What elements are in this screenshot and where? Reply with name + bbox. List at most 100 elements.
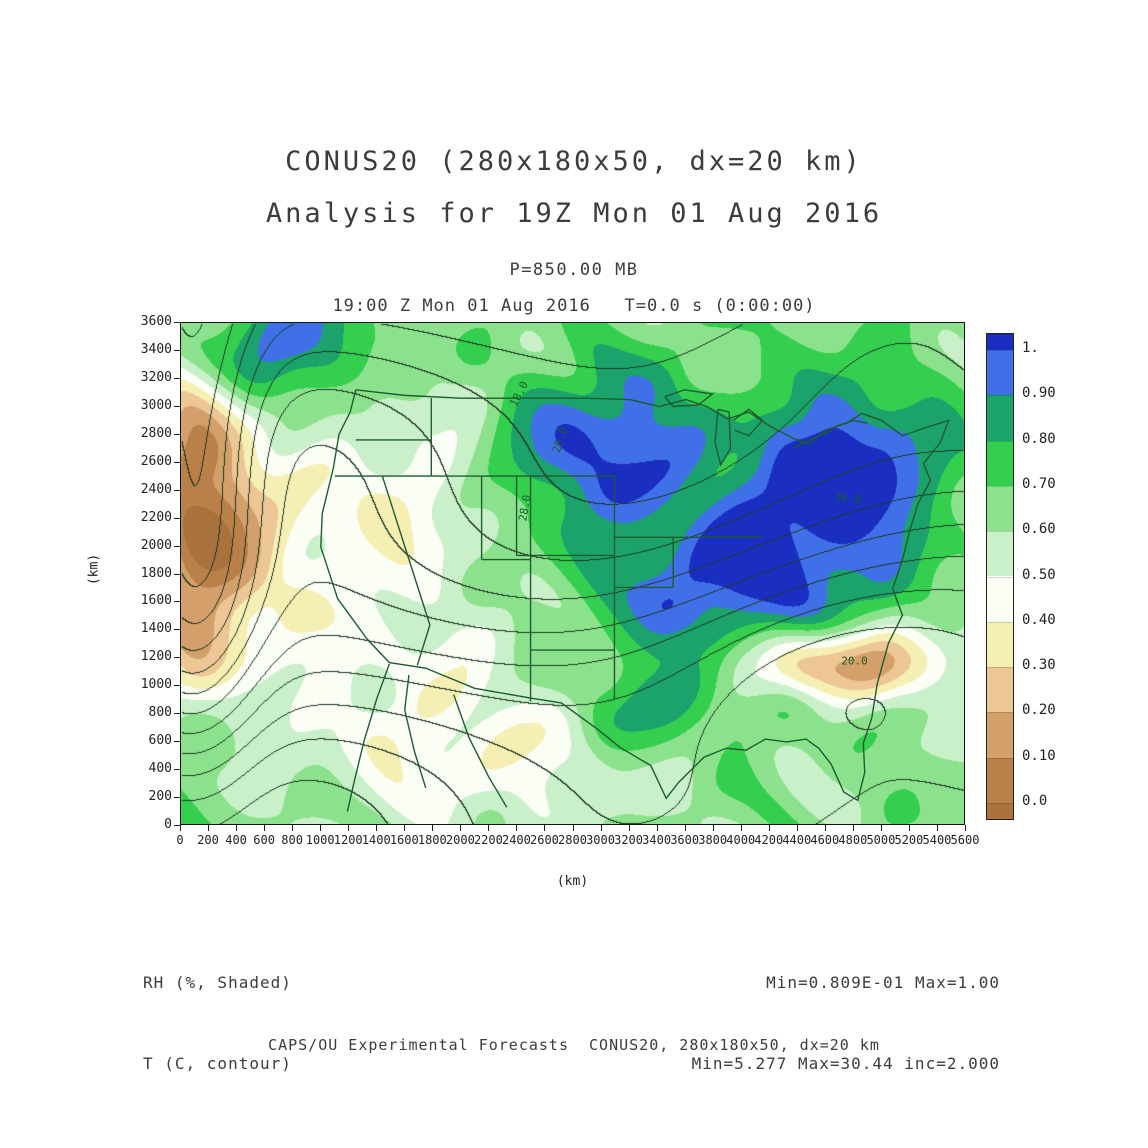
x-tick-label: 800 (281, 833, 303, 847)
colorbar-segment (987, 667, 1013, 713)
x-tick-mark (208, 825, 210, 831)
conus-coastline (321, 390, 949, 801)
colorbar-tick-label: 0.40 (1022, 611, 1056, 628)
x-tick-mark (376, 825, 378, 831)
x-tick-mark (628, 825, 630, 831)
x-tick-mark (236, 825, 238, 831)
colorbar-tick-label: 0.90 (1022, 385, 1056, 402)
footer-credit: CAPS/OU Experimental Forecasts CONUS20, … (268, 1036, 880, 1054)
geography-overlay (181, 323, 964, 824)
x-tick-mark (404, 825, 406, 831)
y-tick-label: 2000 (140, 537, 172, 553)
x-tick-label: 2400 (501, 833, 531, 847)
x-tick-label: 3600 (670, 833, 700, 847)
x-tick-mark (572, 825, 574, 831)
geography-line (715, 409, 730, 465)
x-tick-label: 2600 (530, 833, 559, 847)
minmax-block: Min=0.809E-01 Max=1.00 Min=5.277 Max=30.… (560, 915, 1000, 1131)
y-tick-label: 0 (164, 817, 172, 832)
colorbar-tick-label: 0.10 (1022, 747, 1056, 764)
x-tick-label: 3000 (586, 833, 615, 847)
y-tick-label: 1400 (140, 621, 172, 637)
colorbar-segment (987, 712, 1013, 758)
shaded-minmax-label: Min=0.809E-01 Max=1.00 (766, 973, 1000, 992)
x-tick-label: 600 (253, 833, 275, 847)
x-tick-mark (684, 825, 686, 831)
x-tick-mark (432, 825, 434, 831)
x-tick-mark (656, 825, 658, 831)
geography-line (454, 695, 507, 808)
colorbar-tick-label: 0.50 (1022, 566, 1056, 583)
x-tick-label: 1200 (333, 833, 363, 847)
x-tick-mark (824, 825, 826, 831)
colorbar (986, 333, 1014, 820)
y-axis-label: (km) (86, 553, 102, 586)
pressure-level-label: P=850.00 MB (509, 260, 639, 280)
x-tick-label: 4800 (838, 833, 868, 847)
x-tick-label: 1600 (389, 833, 419, 847)
colorbar-segment (987, 395, 1013, 441)
x-tick-mark (740, 825, 742, 831)
x-tick-mark (460, 825, 462, 831)
x-tick-mark (965, 825, 966, 831)
x-tick-mark (768, 825, 770, 831)
x-tick-mark (880, 825, 882, 831)
geography-line (793, 430, 832, 448)
colorbar-segment (987, 621, 1013, 668)
chart-title: CONUS20 (280x180x50, dx=20 km) (285, 146, 863, 177)
x-tick-label: 200 (197, 833, 219, 847)
colorbar-segment (987, 576, 1013, 622)
x-tick-label: 5600 (950, 833, 980, 847)
x-tick-mark (936, 825, 938, 831)
colorbar-segment (987, 757, 1013, 803)
colorbar-tick-label: 0.30 (1022, 657, 1056, 674)
x-tick-mark (908, 825, 910, 831)
x-tick-label: 3800 (698, 833, 728, 847)
x-tick-mark (712, 825, 714, 831)
colorbar-tick-label: 0.70 (1022, 475, 1056, 492)
contour-field-label: T (C, contour) (143, 1054, 292, 1073)
x-tick-label: 1400 (361, 833, 391, 847)
x-tick-label: 2000 (445, 833, 475, 847)
x-tick-label: 1800 (417, 833, 447, 847)
colorbar-segment (987, 334, 1013, 350)
x-tick-mark (544, 825, 546, 831)
map-plot-frame: 18.0 20.0 28.0 16.0 20.0 (180, 322, 965, 825)
geography-line (733, 409, 762, 435)
colorbar-tick-label: 0.20 (1022, 702, 1056, 719)
geography-line (405, 675, 426, 788)
y-tick-label: 3000 (140, 397, 172, 413)
y-tick-label: 2800 (140, 425, 172, 441)
colorbar-segment (987, 485, 1013, 532)
geography-line (837, 420, 868, 426)
x-tick-mark (852, 825, 854, 831)
valid-time-label: 19:00 Z Mon 01 Aug 2016 T=0.0 s (0:00:00… (332, 296, 816, 316)
x-tick-label: 4000 (726, 833, 756, 847)
x-tick-mark (516, 825, 518, 831)
colorbar-segment (987, 440, 1013, 486)
x-tick-mark (292, 825, 294, 831)
contour-value-label: 20.0 (841, 654, 868, 668)
x-tick-label: 1000 (305, 833, 335, 847)
y-tick-label: 3200 (140, 369, 172, 385)
y-tick-label: 1800 (140, 565, 172, 581)
geography-line (665, 390, 713, 407)
y-tick-label: 400 (148, 761, 172, 777)
x-tick-label: 400 (225, 833, 247, 847)
y-tick-label: 1600 (140, 593, 172, 609)
x-tick-mark (796, 825, 798, 831)
chart-subtitle: Analysis for 19Z Mon 01 Aug 2016 (265, 198, 883, 229)
x-tick-label: 5200 (894, 833, 924, 847)
contour-minmax-label: Min=5.277 Max=30.44 inc=2.000 (691, 1054, 1000, 1073)
y-tick-label: 2400 (140, 481, 172, 497)
x-tick-label: 4600 (810, 833, 840, 847)
state-border-line (382, 476, 430, 625)
x-tick-label: 5400 (922, 833, 952, 847)
x-axis-label: (km) (556, 874, 589, 889)
y-tick-label: 800 (148, 705, 172, 721)
state-border-line (417, 625, 430, 665)
y-tick-label: 200 (148, 789, 172, 805)
colorbar-segment (987, 803, 1013, 819)
colorbar-segment (987, 350, 1013, 396)
